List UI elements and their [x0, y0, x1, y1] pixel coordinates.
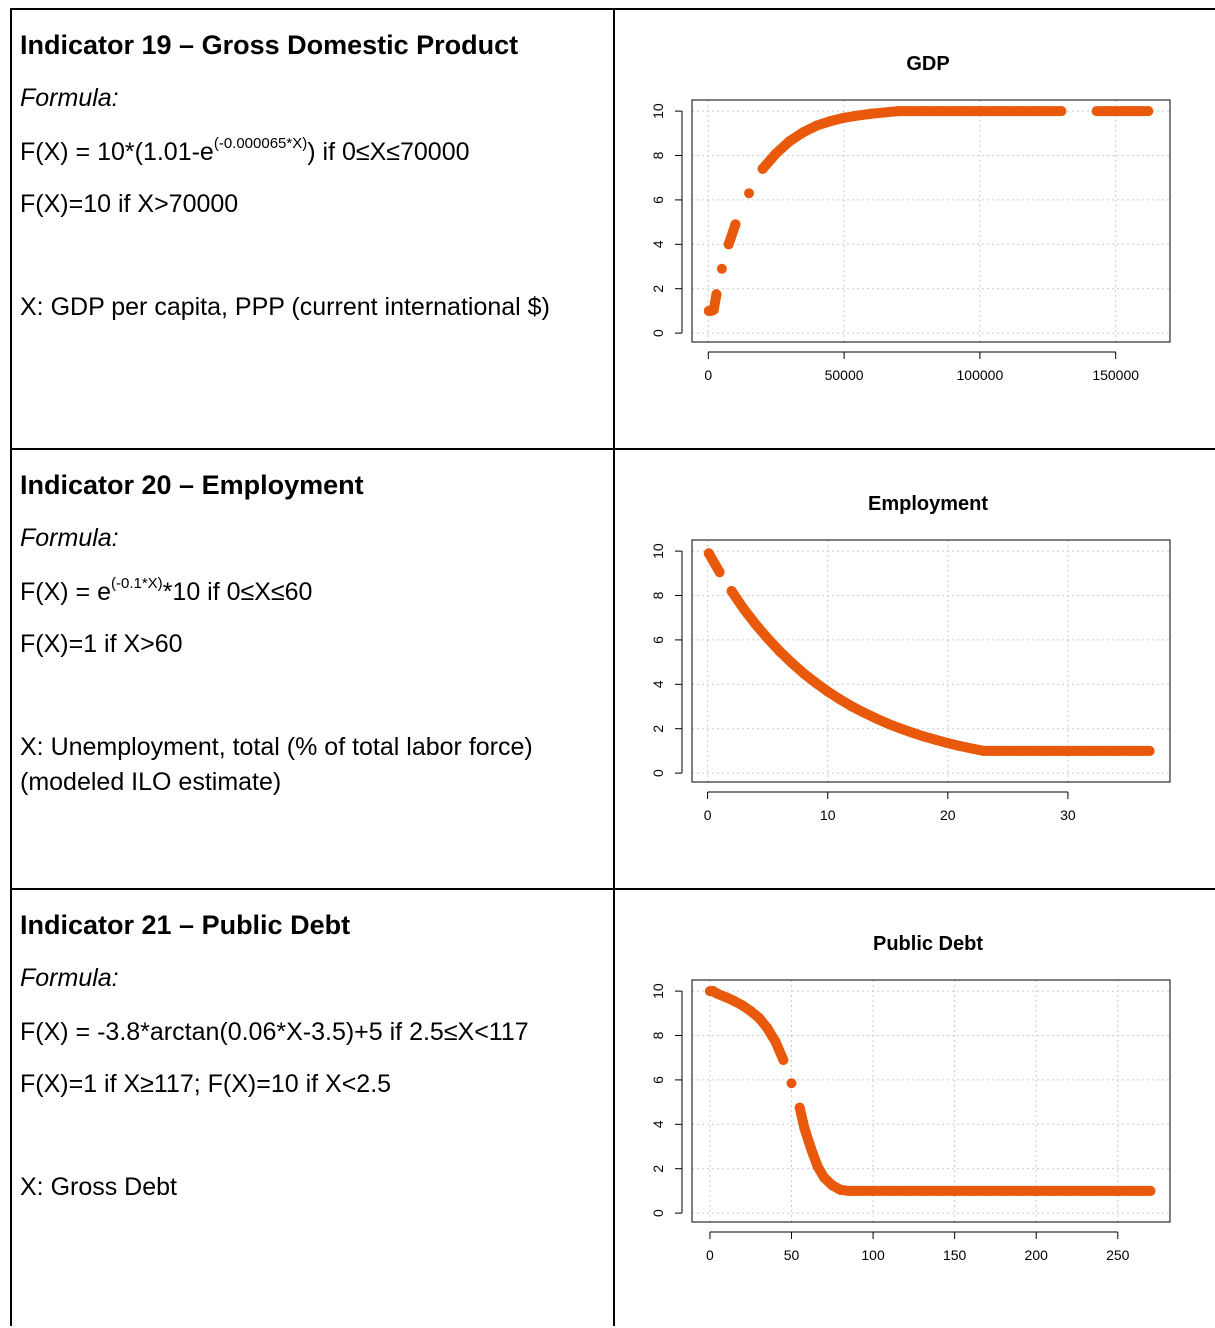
table-border-middle — [613, 8, 615, 1326]
formula-line-1: F(X) = 10*(1.01-e(-0.000065*X)) if 0≤X≤7… — [20, 134, 470, 167]
formula-line-2: F(X)=1 if X≥117; F(X)=10 if X<2.5 — [20, 1070, 392, 1098]
formula-line-2: F(X)=10 if X>70000 — [20, 190, 239, 218]
plot-frame — [691, 979, 1171, 1223]
x-tick-label: 150 — [943, 1247, 967, 1263]
y-tick-label: 2 — [650, 725, 666, 733]
formula-condition: ) if 0≤X≤70000 — [307, 138, 470, 166]
table-border-left — [10, 8, 12, 1326]
data-points — [703, 548, 1155, 756]
y-tick-label: 4 — [650, 240, 666, 248]
formula-label: Formula: — [20, 84, 119, 112]
formula-label: Formula: — [20, 964, 119, 992]
formula-label: Formula: — [20, 524, 119, 552]
y-tick-label: 0 — [650, 329, 666, 337]
y-tick-label: 0 — [650, 769, 666, 777]
gdp-chart: GDP 0 50000 100000 150000 0 2 4 6 8 10 — [650, 53, 1171, 383]
x-tick-label: 50000 — [825, 367, 864, 383]
x-tick-label: 20 — [940, 807, 956, 823]
x-tick-label: 30 — [1060, 807, 1076, 823]
y-tick-label: 4 — [650, 1120, 666, 1128]
data-point — [1144, 745, 1155, 756]
y-tick-label: 10 — [650, 983, 666, 999]
x-tick-label: 0 — [706, 1247, 714, 1263]
indicator-row-20: Indicator 20 – Employment Formula: F(X) … — [0, 448, 1215, 888]
y-tick-label: 4 — [650, 680, 666, 688]
public-debt-chart: Public Debt 0 50 100 150 200 250 0 2 4 6 8 10 — [650, 933, 1171, 1263]
data-point — [744, 188, 755, 199]
formula-base: F(X) = 10*(1.01-e — [20, 138, 214, 166]
y-tick-label: 10 — [650, 103, 666, 119]
formula-base: F(X) = -3.8*arctan(0.06*X-3.5)+5 if 2.5≤… — [20, 1018, 529, 1046]
data-point — [716, 263, 727, 274]
employment-chart: Employment 0 10 20 30 0 2 4 6 8 10 — [650, 493, 1171, 823]
indicator-row-19: Indicator 19 – Gross Domestic Product Fo… — [0, 8, 1215, 448]
data-point — [1143, 106, 1154, 117]
x-tick-label: 0 — [704, 807, 712, 823]
data-point — [1145, 1185, 1156, 1196]
indicator-title: Indicator 19 – Gross Domestic Product — [20, 30, 519, 60]
chart-title: Public Debt — [873, 933, 983, 955]
gdp-chart-cell: GDP 0 50000 100000 150000 0 2 4 6 8 10 — [615, 8, 1215, 448]
y-tick-label: 8 — [650, 1031, 666, 1039]
x-tick-label: 100 — [861, 1247, 885, 1263]
formula-line-1: F(X) = -3.8*arctan(0.06*X-3.5)+5 if 2.5≤… — [20, 1018, 529, 1047]
data-point — [711, 289, 722, 300]
x-description: X: GDP per capita, PPP (current internat… — [20, 293, 550, 321]
formula-exponent: (-0.1*X) — [111, 574, 163, 592]
plot-frame — [691, 99, 1171, 343]
chart-title: Employment — [868, 493, 988, 515]
formula-line-2: F(X)=1 if X>60 — [20, 630, 183, 658]
employment-chart-cell: Employment 0 10 20 30 0 2 4 6 8 10 — [615, 448, 1215, 888]
y-tick-label: 0 — [650, 1209, 666, 1217]
y-tick-label: 2 — [650, 1165, 666, 1173]
y-tick-label: 6 — [650, 196, 666, 204]
indicator-row-21: Indicator 21 – Public Debt Formula: F(X)… — [0, 888, 1215, 1328]
y-tick-label: 10 — [650, 543, 666, 559]
y-tick-label: 6 — [650, 636, 666, 644]
formula-base: F(X) = e — [20, 578, 111, 606]
table-border — [10, 888, 1215, 890]
data-points — [704, 986, 1156, 1196]
x-tick-label: 0 — [704, 367, 712, 383]
plot-frame — [691, 539, 1171, 783]
x-tick-label: 250 — [1106, 1247, 1130, 1263]
formula-condition: *10 if 0≤X≤60 — [162, 578, 313, 606]
data-point — [714, 567, 725, 578]
data-points — [703, 106, 1154, 316]
formula-exponent: (-0.000065*X) — [213, 134, 308, 152]
x-tick-label: 100000 — [957, 367, 1004, 383]
x-tick-label: 200 — [1025, 1247, 1049, 1263]
y-tick-label: 2 — [650, 285, 666, 293]
chart-title: GDP — [906, 53, 949, 75]
data-point — [786, 1078, 797, 1089]
data-point — [1056, 106, 1067, 117]
formula-line-1: F(X) = e(-0.1*X)*10 if 0≤X≤60 — [20, 574, 313, 607]
x-description: X: Gross Debt — [20, 1173, 177, 1201]
y-tick-label: 8 — [650, 591, 666, 599]
x-description: X: Unemployment, total (% of total labor… — [20, 733, 533, 796]
x-tick-label: 50 — [784, 1247, 800, 1263]
table-border-top — [10, 8, 1215, 10]
data-point — [730, 219, 741, 230]
indicator-title: Indicator 21 – Public Debt — [20, 910, 351, 940]
x-tick-label: 10 — [820, 807, 836, 823]
y-tick-label: 6 — [650, 1076, 666, 1084]
table-border — [10, 448, 1215, 450]
x-tick-label: 150000 — [1092, 367, 1139, 383]
data-point — [778, 1054, 789, 1065]
y-tick-label: 8 — [650, 151, 666, 159]
indicator-title: Indicator 20 – Employment — [20, 470, 364, 500]
public-debt-chart-cell: Public Debt 0 50 100 150 200 250 0 2 4 6 8 10 — [615, 888, 1215, 1328]
